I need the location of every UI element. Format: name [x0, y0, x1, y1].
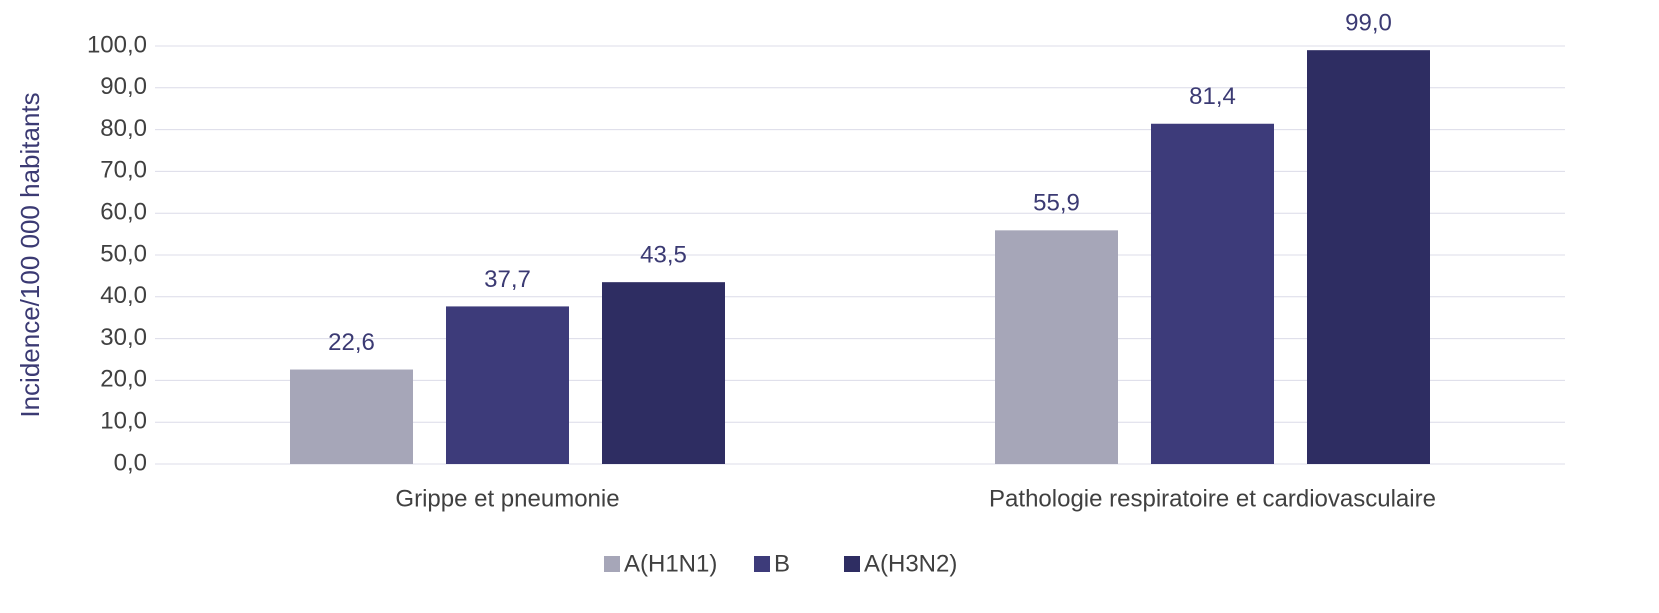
value-label: 22,6	[328, 329, 375, 356]
y-tick-label: 40,0	[100, 282, 147, 309]
y-tick-label: 100,0	[87, 31, 147, 58]
y-tick-label: 70,0	[100, 157, 147, 184]
legend-swatch	[754, 556, 770, 572]
legend-label: A(H1N1)	[624, 550, 717, 577]
bar	[995, 230, 1118, 464]
value-label: 99,0	[1345, 10, 1392, 37]
value-label: 43,5	[640, 242, 687, 269]
value-label: 37,7	[484, 266, 531, 293]
y-tick-label: 60,0	[100, 199, 147, 226]
bar	[1307, 50, 1430, 465]
bar	[290, 369, 413, 464]
y-axis-label: Incidence/100 000 habitants	[15, 92, 45, 417]
value-label: 81,4	[1189, 83, 1236, 110]
value-label: 55,9	[1033, 190, 1080, 217]
x-tick-label: Pathologie respiratoire et cardiovascula…	[989, 485, 1436, 512]
x-tick-label: Grippe et pneumonie	[395, 485, 619, 512]
y-tick-label: 20,0	[100, 366, 147, 393]
legend-label: A(H3N2)	[864, 550, 957, 577]
legend-swatch	[604, 556, 620, 572]
bar	[1151, 123, 1274, 465]
y-tick-label: 50,0	[100, 240, 147, 267]
bar	[446, 306, 569, 464]
y-tick-label: 10,0	[100, 408, 147, 435]
y-tick-label: 30,0	[100, 324, 147, 351]
bar	[602, 282, 725, 464]
legend-swatch	[844, 556, 860, 572]
legend-label: B	[774, 550, 790, 577]
y-tick-label: 0,0	[114, 449, 147, 476]
y-tick-label: 90,0	[100, 73, 147, 100]
y-tick-label: 80,0	[100, 115, 147, 142]
